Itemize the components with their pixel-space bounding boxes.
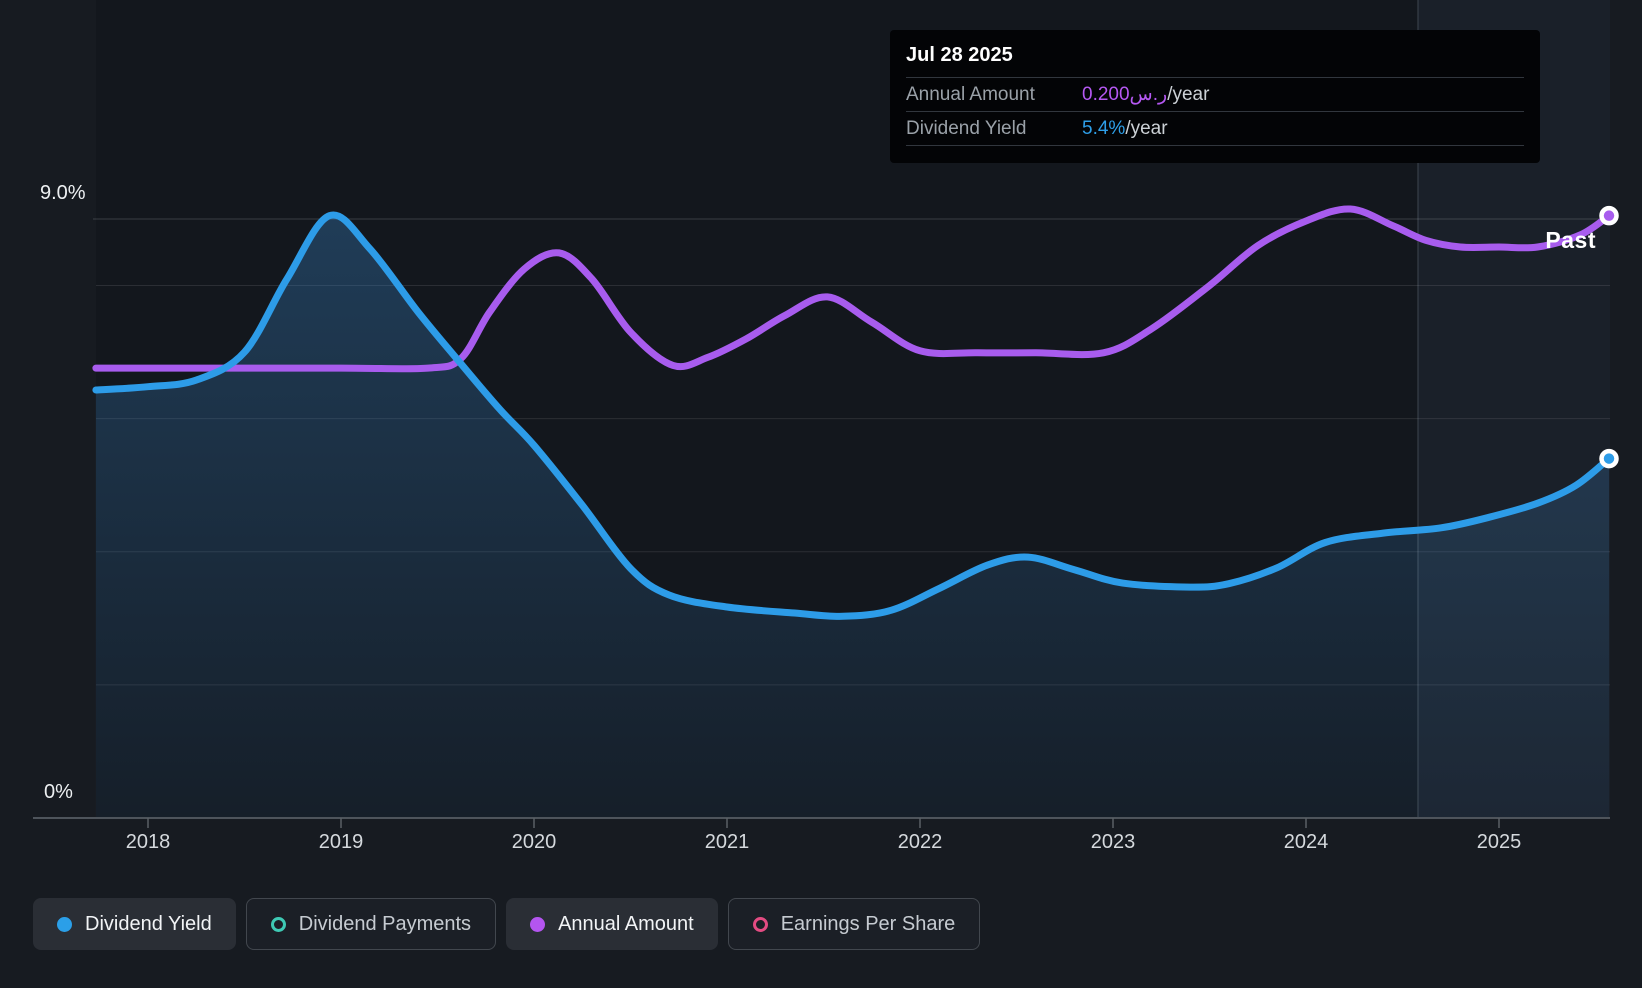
tooltip-row-dividend-yield: Dividend Yield 5.4%/year [906, 111, 1524, 145]
tooltip-value: 5.4% [1082, 117, 1126, 139]
tooltip-value: 0.200ر.س [1082, 84, 1168, 105]
legend-chip-label: Annual Amount [558, 912, 694, 935]
chart-tooltip: Jul 28 2025 Annual Amount 0.200ر.س/year … [890, 30, 1540, 163]
x-axis-label: 2021 [704, 831, 750, 853]
x-axis-ticks [147, 818, 1500, 828]
x-axis-label: 2018 [125, 831, 171, 853]
legend-chip-annual-amount[interactable]: Annual Amount [506, 898, 718, 950]
dividend-yield-marker-icon [57, 916, 72, 932]
dividend-yield-end-marker [1599, 448, 1619, 469]
tooltip-value-suffix: /year [1125, 117, 1168, 139]
tooltip-value-suffix: /year [1167, 83, 1210, 105]
tooltip-divider [906, 145, 1524, 146]
tooltip-date: Jul 28 2025 [906, 44, 1013, 66]
annual-amount-line [92, 205, 1613, 373]
past-region-label: Past [1545, 227, 1596, 253]
annual-amount-end-marker [1599, 205, 1619, 226]
legend-chip-label: Dividend Yield [85, 912, 212, 935]
x-axis-label: 2022 [897, 831, 943, 853]
x-axis-label: 2024 [1283, 831, 1329, 853]
earnings-per-share-marker-icon [752, 916, 768, 932]
legend-chip-label: Earnings Per Share [780, 912, 956, 935]
legend-chip-dividend-payments[interactable]: Dividend Payments [245, 898, 497, 950]
y-axis-min-label: 0% [44, 781, 73, 803]
chart-legend: Dividend Yield Dividend Payments Annual Am… [33, 898, 981, 950]
x-axis-label: 2025 [1476, 831, 1522, 853]
tooltip-label: Dividend Yield [906, 117, 1027, 139]
y-axis-max-label: 9.0% [40, 182, 86, 204]
dividend-yield-area [95, 214, 1610, 818]
legend-chip-dividend-yield[interactable]: Dividend Yield [33, 898, 236, 950]
series-end-markers [1599, 205, 1619, 469]
tooltip-label: Annual Amount [906, 83, 1035, 105]
legend-chip-label: Dividend Payments [298, 912, 472, 935]
tooltip-row-annual-amount: Annual Amount 0.200ر.س/year [906, 77, 1524, 111]
x-axis-label: 2020 [511, 831, 557, 853]
x-axis-label: 2019 [318, 831, 364, 853]
x-axis-label: 2023 [1090, 831, 1136, 853]
legend-chip-earnings-per-share[interactable]: Earnings Per Share [727, 898, 981, 950]
annual-amount-marker-icon [530, 916, 546, 932]
dividend-payments-marker-icon [270, 916, 286, 932]
dividend-yield-line [92, 211, 1613, 620]
